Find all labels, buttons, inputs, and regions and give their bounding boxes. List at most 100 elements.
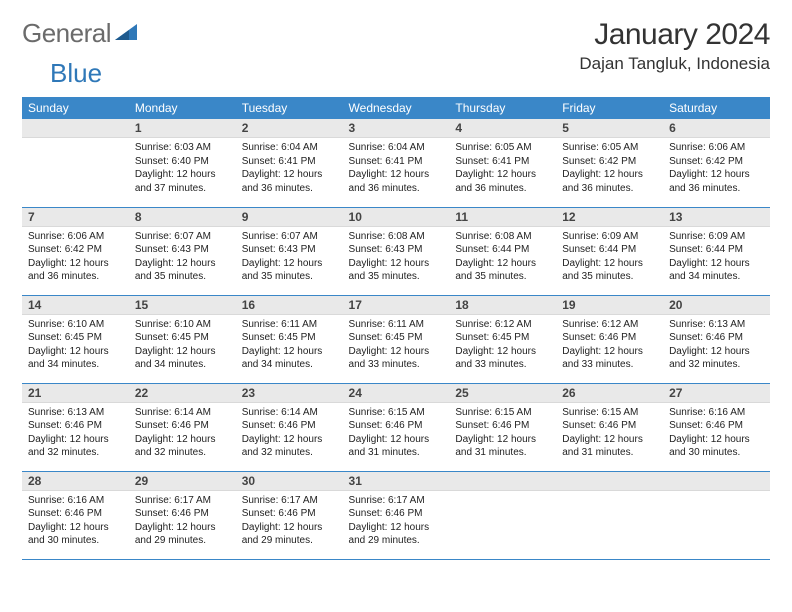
day-body: Sunrise: 6:03 AMSunset: 6:40 PMDaylight:…	[129, 138, 236, 200]
day-number: 24	[343, 384, 450, 403]
sunset-line: Sunset: 6:46 PM	[28, 507, 123, 521]
daylight-line: Daylight: 12 hours and 36 minutes.	[455, 168, 550, 195]
sunrise-line: Sunrise: 6:04 AM	[349, 141, 444, 155]
day-number: 2	[236, 119, 343, 138]
daylight-line: Daylight: 12 hours and 35 minutes.	[135, 257, 230, 284]
calendar-cell: 29Sunrise: 6:17 AMSunset: 6:46 PMDayligh…	[129, 471, 236, 559]
calendar-row: 21Sunrise: 6:13 AMSunset: 6:46 PMDayligh…	[22, 383, 770, 471]
sunset-line: Sunset: 6:41 PM	[349, 155, 444, 169]
calendar-cell: 18Sunrise: 6:12 AMSunset: 6:45 PMDayligh…	[449, 295, 556, 383]
calendar-cell: 28Sunrise: 6:16 AMSunset: 6:46 PMDayligh…	[22, 471, 129, 559]
weekday-header: Thursday	[449, 97, 556, 119]
sunset-line: Sunset: 6:45 PM	[242, 331, 337, 345]
day-number: 30	[236, 472, 343, 491]
day-body	[663, 491, 770, 499]
calendar-cell	[663, 471, 770, 559]
sunset-line: Sunset: 6:44 PM	[455, 243, 550, 257]
daylight-line: Daylight: 12 hours and 36 minutes.	[349, 168, 444, 195]
day-body: Sunrise: 6:11 AMSunset: 6:45 PMDaylight:…	[343, 315, 450, 377]
sunrise-line: Sunrise: 6:17 AM	[349, 494, 444, 508]
daylight-line: Daylight: 12 hours and 30 minutes.	[28, 521, 123, 548]
calendar-cell: 16Sunrise: 6:11 AMSunset: 6:45 PMDayligh…	[236, 295, 343, 383]
calendar-body: 1Sunrise: 6:03 AMSunset: 6:40 PMDaylight…	[22, 119, 770, 559]
sunset-line: Sunset: 6:46 PM	[455, 419, 550, 433]
day-number: 1	[129, 119, 236, 138]
day-number: 10	[343, 208, 450, 227]
sunrise-line: Sunrise: 6:07 AM	[242, 230, 337, 244]
day-body: Sunrise: 6:15 AMSunset: 6:46 PMDaylight:…	[449, 403, 556, 465]
day-body: Sunrise: 6:05 AMSunset: 6:41 PMDaylight:…	[449, 138, 556, 200]
sunrise-line: Sunrise: 6:08 AM	[455, 230, 550, 244]
daylight-line: Daylight: 12 hours and 29 minutes.	[242, 521, 337, 548]
day-number: 18	[449, 296, 556, 315]
daylight-line: Daylight: 12 hours and 36 minutes.	[669, 168, 764, 195]
weekday-header: Wednesday	[343, 97, 450, 119]
calendar-cell: 27Sunrise: 6:16 AMSunset: 6:46 PMDayligh…	[663, 383, 770, 471]
calendar-cell	[22, 119, 129, 207]
sunset-line: Sunset: 6:45 PM	[28, 331, 123, 345]
day-number: 6	[663, 119, 770, 138]
sunset-line: Sunset: 6:45 PM	[455, 331, 550, 345]
daylight-line: Daylight: 12 hours and 35 minutes.	[562, 257, 657, 284]
day-body: Sunrise: 6:06 AMSunset: 6:42 PMDaylight:…	[22, 227, 129, 289]
calendar-cell: 31Sunrise: 6:17 AMSunset: 6:46 PMDayligh…	[343, 471, 450, 559]
sunset-line: Sunset: 6:42 PM	[562, 155, 657, 169]
sunset-line: Sunset: 6:46 PM	[135, 507, 230, 521]
calendar-cell: 22Sunrise: 6:14 AMSunset: 6:46 PMDayligh…	[129, 383, 236, 471]
logo-text-blue-wrap: Blue	[22, 58, 770, 89]
day-number: 14	[22, 296, 129, 315]
sunset-line: Sunset: 6:41 PM	[455, 155, 550, 169]
daylight-line: Daylight: 12 hours and 32 minutes.	[669, 345, 764, 372]
calendar-cell	[556, 471, 663, 559]
calendar-cell: 2Sunrise: 6:04 AMSunset: 6:41 PMDaylight…	[236, 119, 343, 207]
day-body: Sunrise: 6:12 AMSunset: 6:45 PMDaylight:…	[449, 315, 556, 377]
calendar-cell: 5Sunrise: 6:05 AMSunset: 6:42 PMDaylight…	[556, 119, 663, 207]
day-number: 23	[236, 384, 343, 403]
sunset-line: Sunset: 6:45 PM	[349, 331, 444, 345]
sunset-line: Sunset: 6:46 PM	[349, 507, 444, 521]
calendar-cell	[449, 471, 556, 559]
daylight-line: Daylight: 12 hours and 36 minutes.	[28, 257, 123, 284]
sunrise-line: Sunrise: 6:04 AM	[242, 141, 337, 155]
calendar-row: 14Sunrise: 6:10 AMSunset: 6:45 PMDayligh…	[22, 295, 770, 383]
calendar-header: SundayMondayTuesdayWednesdayThursdayFrid…	[22, 97, 770, 119]
daylight-line: Daylight: 12 hours and 29 minutes.	[135, 521, 230, 548]
day-body: Sunrise: 6:13 AMSunset: 6:46 PMDaylight:…	[22, 403, 129, 465]
daylight-line: Daylight: 12 hours and 31 minutes.	[562, 433, 657, 460]
day-body: Sunrise: 6:17 AMSunset: 6:46 PMDaylight:…	[343, 491, 450, 553]
calendar-cell: 8Sunrise: 6:07 AMSunset: 6:43 PMDaylight…	[129, 207, 236, 295]
sunrise-line: Sunrise: 6:14 AM	[242, 406, 337, 420]
day-number	[22, 119, 129, 138]
day-number: 11	[449, 208, 556, 227]
sunrise-line: Sunrise: 6:11 AM	[242, 318, 337, 332]
weekday-header: Friday	[556, 97, 663, 119]
sunrise-line: Sunrise: 6:16 AM	[28, 494, 123, 508]
day-number: 25	[449, 384, 556, 403]
day-body: Sunrise: 6:14 AMSunset: 6:46 PMDaylight:…	[129, 403, 236, 465]
sunset-line: Sunset: 6:45 PM	[135, 331, 230, 345]
daylight-line: Daylight: 12 hours and 34 minutes.	[669, 257, 764, 284]
calendar-cell: 11Sunrise: 6:08 AMSunset: 6:44 PMDayligh…	[449, 207, 556, 295]
daylight-line: Daylight: 12 hours and 34 minutes.	[135, 345, 230, 372]
day-body: Sunrise: 6:12 AMSunset: 6:46 PMDaylight:…	[556, 315, 663, 377]
weekday-header: Tuesday	[236, 97, 343, 119]
sunset-line: Sunset: 6:46 PM	[242, 419, 337, 433]
sunrise-line: Sunrise: 6:14 AM	[135, 406, 230, 420]
sunrise-line: Sunrise: 6:06 AM	[28, 230, 123, 244]
day-number: 19	[556, 296, 663, 315]
daylight-line: Daylight: 12 hours and 35 minutes.	[242, 257, 337, 284]
sunset-line: Sunset: 6:41 PM	[242, 155, 337, 169]
calendar-cell: 12Sunrise: 6:09 AMSunset: 6:44 PMDayligh…	[556, 207, 663, 295]
day-number	[556, 472, 663, 491]
calendar-cell: 25Sunrise: 6:15 AMSunset: 6:46 PMDayligh…	[449, 383, 556, 471]
sunrise-line: Sunrise: 6:15 AM	[349, 406, 444, 420]
day-number: 27	[663, 384, 770, 403]
day-number: 21	[22, 384, 129, 403]
calendar-cell: 4Sunrise: 6:05 AMSunset: 6:41 PMDaylight…	[449, 119, 556, 207]
month-title: January 2024	[579, 18, 770, 52]
day-body: Sunrise: 6:07 AMSunset: 6:43 PMDaylight:…	[129, 227, 236, 289]
calendar-row: 28Sunrise: 6:16 AMSunset: 6:46 PMDayligh…	[22, 471, 770, 559]
day-body	[556, 491, 663, 499]
calendar-cell: 14Sunrise: 6:10 AMSunset: 6:45 PMDayligh…	[22, 295, 129, 383]
sunrise-line: Sunrise: 6:06 AM	[669, 141, 764, 155]
